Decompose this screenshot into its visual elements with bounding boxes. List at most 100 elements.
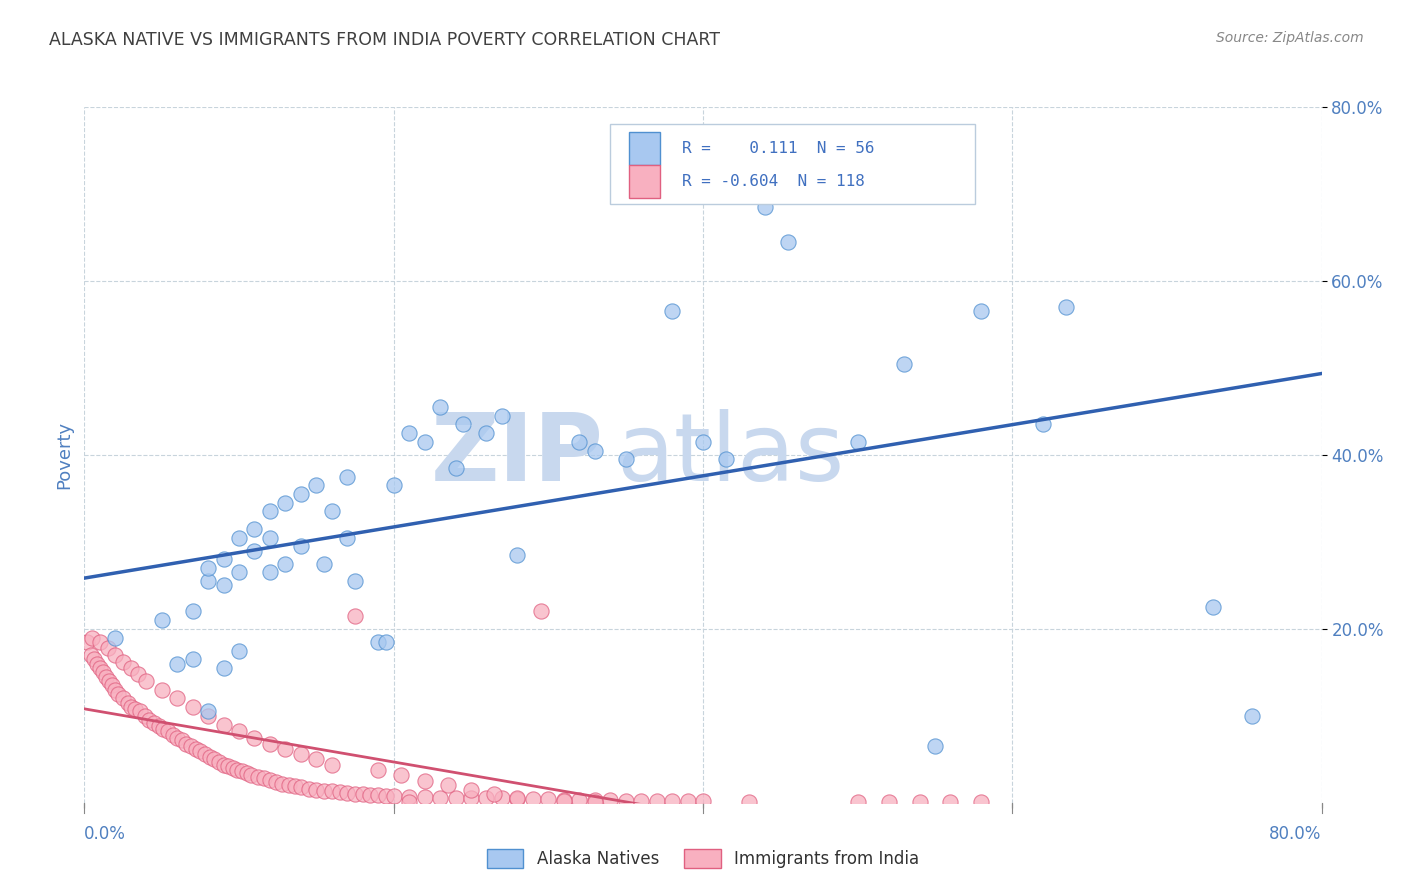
Point	[599, 793, 621, 807]
Point	[367, 763, 389, 777]
Point	[150, 682, 173, 697]
Point	[208, 755, 231, 769]
Point	[259, 737, 281, 751]
Point	[553, 793, 575, 807]
Point	[89, 661, 111, 675]
Point	[305, 752, 328, 766]
Point	[290, 780, 312, 794]
Point	[491, 791, 513, 805]
Point	[491, 409, 513, 423]
Point	[231, 764, 253, 779]
Point	[398, 789, 420, 804]
Point	[117, 696, 139, 710]
Point	[212, 757, 235, 772]
Point	[506, 790, 529, 805]
Point	[135, 674, 157, 689]
Point	[104, 682, 127, 697]
Point	[506, 792, 529, 806]
Point	[101, 678, 124, 692]
Point	[259, 566, 281, 580]
Point	[1240, 708, 1263, 723]
Point	[522, 792, 544, 806]
Point	[156, 724, 179, 739]
Point	[413, 789, 436, 804]
Point	[877, 795, 900, 809]
Point	[104, 631, 127, 645]
Point	[98, 674, 121, 689]
Point	[429, 790, 451, 805]
Point	[382, 789, 405, 803]
Point	[970, 304, 993, 318]
Point	[290, 487, 312, 501]
Point	[1032, 417, 1054, 432]
Point	[692, 434, 714, 449]
Point	[893, 357, 915, 371]
Point	[460, 782, 482, 797]
Point	[676, 794, 699, 808]
Point	[197, 561, 219, 575]
Point	[398, 795, 420, 809]
Point	[143, 715, 166, 730]
Point	[181, 652, 204, 666]
Point	[112, 691, 135, 706]
Point	[243, 731, 266, 745]
Point	[94, 670, 117, 684]
Point	[226, 763, 249, 777]
Point	[484, 787, 506, 801]
Point	[645, 794, 668, 808]
Point	[150, 613, 173, 627]
Point	[444, 461, 467, 475]
FancyBboxPatch shape	[610, 124, 976, 204]
Point	[312, 783, 335, 797]
Point	[138, 713, 160, 727]
Point	[661, 794, 683, 808]
Point	[197, 708, 219, 723]
Point	[83, 652, 105, 666]
Point	[212, 661, 235, 675]
Point	[274, 742, 297, 756]
Point	[475, 791, 498, 805]
Point	[166, 691, 188, 706]
Point	[197, 574, 219, 588]
Point	[240, 768, 263, 782]
Point	[181, 700, 204, 714]
Point	[148, 719, 170, 733]
Point	[321, 784, 343, 798]
Point	[194, 747, 217, 761]
Point	[297, 781, 319, 796]
Point	[259, 773, 281, 788]
Point	[413, 434, 436, 449]
Point	[460, 791, 482, 805]
Point	[529, 605, 551, 619]
Point	[212, 552, 235, 566]
Point	[537, 792, 560, 806]
Point	[305, 478, 328, 492]
Point	[970, 795, 993, 809]
Point	[212, 717, 235, 731]
Point	[271, 777, 294, 791]
Point	[217, 759, 239, 773]
Point	[166, 731, 188, 745]
Point	[188, 744, 211, 758]
Point	[312, 557, 335, 571]
Point	[176, 737, 198, 751]
Text: R = -0.604  N = 118: R = -0.604 N = 118	[682, 174, 865, 189]
Point	[89, 635, 111, 649]
Point	[129, 705, 152, 719]
Point	[661, 304, 683, 318]
Point	[91, 665, 114, 680]
Point	[343, 608, 366, 623]
Point	[614, 794, 637, 808]
Text: atlas: atlas	[616, 409, 845, 501]
Point	[274, 557, 297, 571]
Point	[568, 434, 591, 449]
Point	[846, 434, 869, 449]
Point	[568, 793, 591, 807]
Legend: Alaska Natives, Immigrants from India: Alaska Natives, Immigrants from India	[479, 843, 927, 875]
Point	[630, 794, 652, 808]
Point	[152, 722, 174, 736]
Point	[170, 733, 193, 747]
Point	[76, 635, 98, 649]
FancyBboxPatch shape	[628, 132, 659, 166]
Text: Source: ZipAtlas.com: Source: ZipAtlas.com	[1216, 31, 1364, 45]
